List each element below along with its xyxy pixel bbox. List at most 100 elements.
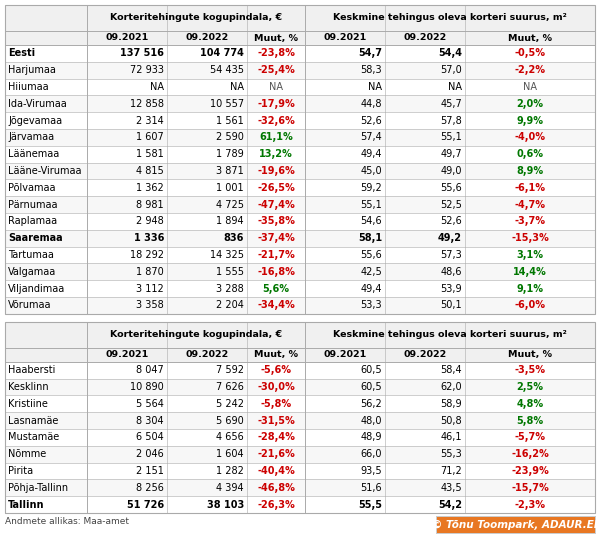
- Bar: [5, 179, 595, 196]
- Text: 18 292: 18 292: [130, 250, 164, 260]
- Text: 09.2021: 09.2021: [106, 34, 149, 42]
- Text: 54,6: 54,6: [361, 216, 382, 226]
- Text: 9,9%: 9,9%: [517, 116, 544, 126]
- Text: Kristiine: Kristiine: [8, 399, 48, 409]
- Text: -15,3%: -15,3%: [511, 233, 549, 243]
- Text: Põhja-Tallinn: Põhja-Tallinn: [8, 483, 68, 493]
- Text: 1 894: 1 894: [217, 216, 244, 226]
- Text: 2,5%: 2,5%: [517, 382, 544, 392]
- Text: 1 336: 1 336: [134, 233, 164, 243]
- Text: 44,8: 44,8: [361, 99, 382, 109]
- Text: 49,2: 49,2: [438, 233, 462, 243]
- Text: Läänemaa: Läänemaa: [8, 149, 59, 159]
- Bar: [5, 263, 595, 280]
- Bar: [5, 496, 595, 513]
- Text: 5 690: 5 690: [216, 416, 244, 426]
- Text: 49,7: 49,7: [440, 149, 462, 159]
- Text: 48,9: 48,9: [361, 432, 382, 442]
- Text: 2 204: 2 204: [216, 300, 244, 310]
- Text: -16,2%: -16,2%: [511, 449, 549, 459]
- Text: Andmete allikas: Maa-amet: Andmete allikas: Maa-amet: [5, 517, 129, 526]
- Text: 13,2%: 13,2%: [259, 149, 293, 159]
- Text: 12 858: 12 858: [130, 99, 164, 109]
- Bar: [5, 247, 595, 263]
- Text: 58,3: 58,3: [361, 65, 382, 75]
- Text: Keskmine tehingus oleva korteri suurus, m²: Keskmine tehingus oleva korteri suurus, …: [333, 13, 567, 22]
- Text: 14 325: 14 325: [210, 250, 244, 260]
- Text: 53,3: 53,3: [361, 300, 382, 310]
- Text: 7 592: 7 592: [216, 365, 244, 375]
- Bar: [5, 5, 595, 31]
- Text: 3 112: 3 112: [136, 284, 164, 294]
- Bar: [437, 517, 595, 533]
- Text: 46,1: 46,1: [440, 432, 462, 442]
- Text: 42,5: 42,5: [360, 267, 382, 277]
- Text: -46,8%: -46,8%: [257, 483, 295, 493]
- Text: -19,6%: -19,6%: [257, 166, 295, 176]
- Text: 54,2: 54,2: [438, 500, 462, 510]
- Text: Ida-Virumaa: Ida-Virumaa: [8, 99, 67, 109]
- Text: 4 815: 4 815: [136, 166, 164, 176]
- Text: Muut, %: Muut, %: [508, 34, 552, 42]
- Text: Lasnamäe: Lasnamäe: [8, 416, 58, 426]
- Text: 52,6: 52,6: [360, 116, 382, 126]
- Bar: [5, 348, 595, 362]
- Text: 58,9: 58,9: [440, 399, 462, 409]
- Text: 8 256: 8 256: [136, 483, 164, 493]
- Bar: [5, 79, 595, 95]
- Text: -25,4%: -25,4%: [257, 65, 295, 75]
- Text: 1 561: 1 561: [216, 116, 244, 126]
- Text: -28,4%: -28,4%: [257, 432, 295, 442]
- Text: 52,6: 52,6: [440, 216, 462, 226]
- Text: 72 933: 72 933: [130, 65, 164, 75]
- Text: 6 504: 6 504: [136, 432, 164, 442]
- Text: 49,4: 49,4: [361, 149, 382, 159]
- Text: 1 282: 1 282: [216, 466, 244, 476]
- Text: 8,9%: 8,9%: [517, 166, 544, 176]
- Text: 1 607: 1 607: [136, 132, 164, 142]
- Text: -34,4%: -34,4%: [257, 300, 295, 310]
- Text: 61,1%: 61,1%: [259, 132, 293, 142]
- Text: Võrumaa: Võrumaa: [8, 300, 52, 310]
- Text: 10 557: 10 557: [210, 99, 244, 109]
- Text: 52,5: 52,5: [440, 200, 462, 210]
- Text: 3 288: 3 288: [216, 284, 244, 294]
- Bar: [5, 280, 595, 297]
- Text: 4,8%: 4,8%: [517, 399, 544, 409]
- Bar: [5, 479, 595, 496]
- Text: -32,6%: -32,6%: [257, 116, 295, 126]
- Text: 3 358: 3 358: [136, 300, 164, 310]
- Text: Harjumaa: Harjumaa: [8, 65, 56, 75]
- Text: -26,3%: -26,3%: [257, 500, 295, 510]
- Text: 1 362: 1 362: [136, 183, 164, 193]
- Bar: [5, 322, 595, 348]
- Text: 2,0%: 2,0%: [517, 99, 544, 109]
- Text: -47,4%: -47,4%: [257, 200, 295, 210]
- Text: 2 948: 2 948: [136, 216, 164, 226]
- Text: 58,4: 58,4: [440, 365, 462, 375]
- Text: 57,3: 57,3: [440, 250, 462, 260]
- Text: Saaremaa: Saaremaa: [8, 233, 62, 243]
- Text: 55,1: 55,1: [360, 200, 382, 210]
- Text: -5,8%: -5,8%: [260, 399, 292, 409]
- Bar: [5, 463, 595, 479]
- Text: Mustamäe: Mustamäe: [8, 432, 59, 442]
- Text: 14,4%: 14,4%: [513, 267, 547, 277]
- Text: Valgamaa: Valgamaa: [8, 267, 56, 277]
- Text: 2 590: 2 590: [216, 132, 244, 142]
- Bar: [5, 95, 595, 112]
- Text: NA: NA: [150, 82, 164, 92]
- Text: 09.2022: 09.2022: [403, 350, 446, 360]
- Text: Järvamaa: Järvamaa: [8, 132, 54, 142]
- Text: 57,8: 57,8: [440, 116, 462, 126]
- Text: -23,8%: -23,8%: [257, 48, 295, 58]
- Text: 45,7: 45,7: [440, 99, 462, 109]
- Text: -23,9%: -23,9%: [511, 466, 549, 476]
- Text: -17,9%: -17,9%: [257, 99, 295, 109]
- Bar: [5, 196, 595, 213]
- Text: © Tõnu Toompark, ADAUR.EE: © Tõnu Toompark, ADAUR.EE: [431, 520, 600, 530]
- Bar: [5, 31, 595, 45]
- Text: Hiiumaa: Hiiumaa: [8, 82, 49, 92]
- Text: 2 314: 2 314: [136, 116, 164, 126]
- Text: 3,1%: 3,1%: [517, 250, 544, 260]
